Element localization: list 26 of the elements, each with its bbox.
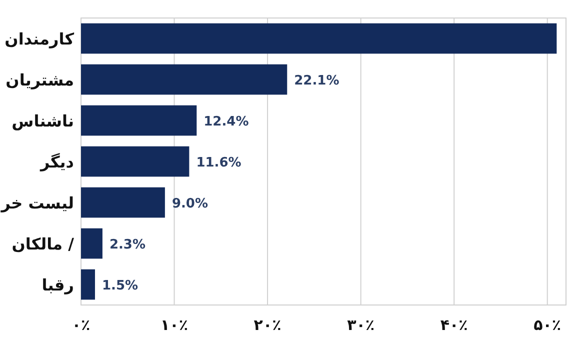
x-tick-label: ۵۰٪ [534,316,562,334]
y-tick-label: لیست خر [0,194,74,212]
bar [81,187,165,218]
x-tick-label: ۲۰٪ [254,316,282,334]
data-label: 9.0% [172,196,208,212]
x-tick-label: ۴۰٪ [440,316,468,334]
bar [81,105,197,136]
y-tick-label: مشتریان [6,70,74,90]
data-label: 22.1% [294,74,340,88]
data-label: 11.6% [196,156,242,170]
y-tick-label: مالکان / [12,234,74,254]
data-label: 12.4% [204,114,249,130]
bar [81,64,288,95]
data-label: 1.5% [102,278,138,294]
bar [81,146,190,177]
bar [81,269,95,300]
y-tick-label: رقبا [42,276,74,294]
x-tick-label: ۰٪ [72,316,90,334]
bar [81,23,557,54]
data-label: 2.3% [109,238,146,252]
y-tick-label: ناشناس [12,112,74,130]
bar [81,228,102,259]
y-tick-label: کارمندان [4,30,75,48]
x-tick-label: ۳۰٪ [347,316,375,334]
y-tick-label: دیگر [40,152,74,172]
x-tick-label: ۱۰٪ [160,316,188,334]
